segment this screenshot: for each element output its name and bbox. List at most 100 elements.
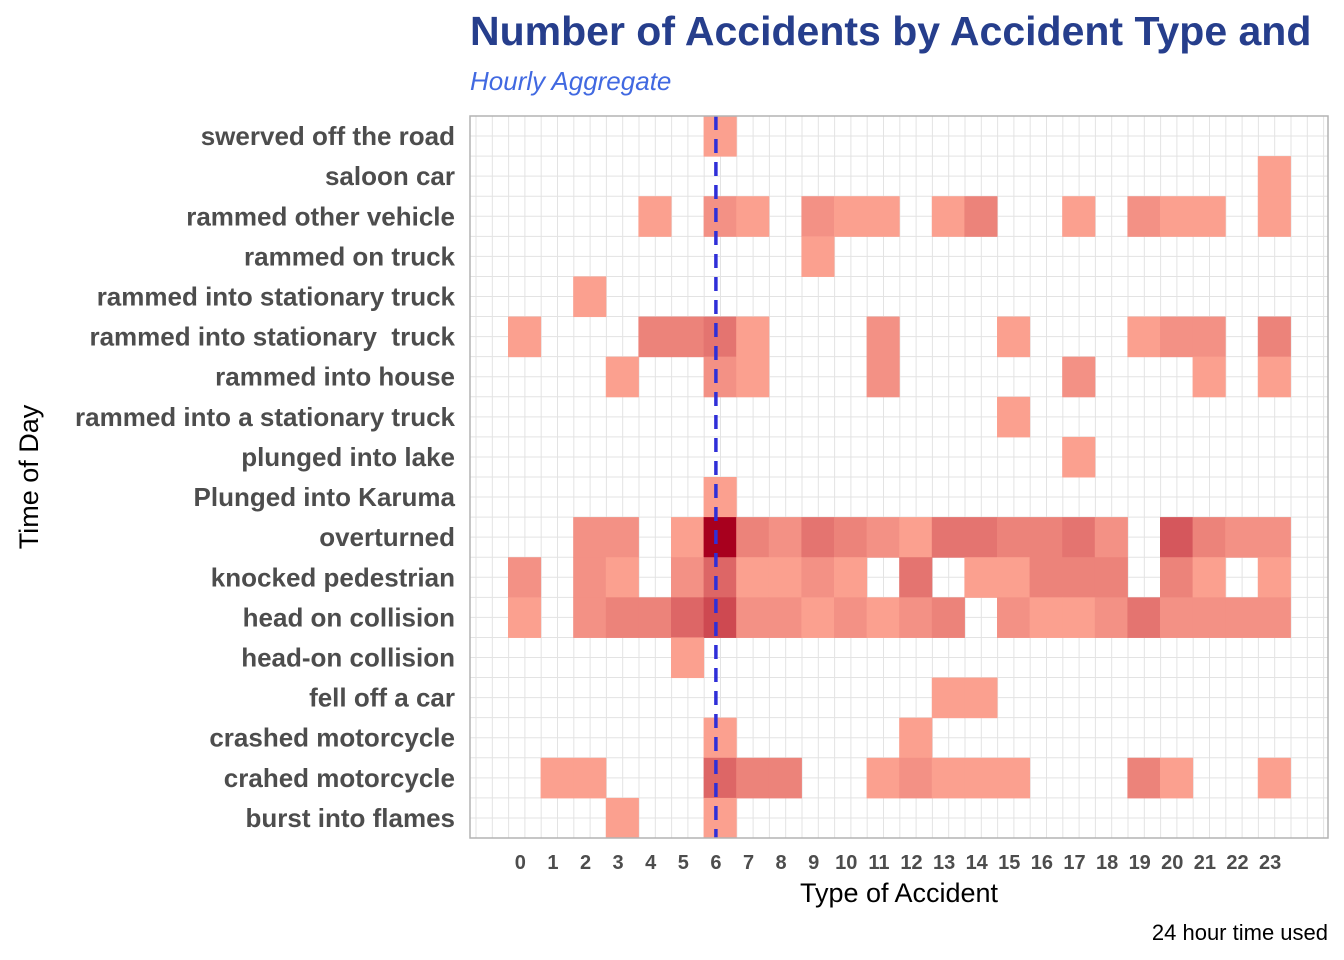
- x-tick-label: 11: [868, 852, 889, 874]
- chart-caption: 24 hour time used: [1151, 920, 1328, 945]
- heatmap-cell: [671, 637, 705, 679]
- heatmap-cell: [1160, 557, 1194, 598]
- heatmap-cell: [703, 717, 737, 759]
- x-tick-label: 9: [808, 852, 819, 874]
- x-tick-label: 14: [966, 852, 989, 874]
- x-axis-label: Type of Accident: [800, 878, 999, 908]
- heatmap-cell: [931, 196, 965, 237]
- heatmap-cell: [931, 757, 965, 799]
- x-tick-label: 0: [515, 852, 526, 874]
- heatmap-cell: [671, 316, 705, 358]
- heatmap-cell: [997, 316, 1031, 358]
- heatmap-cell: [931, 597, 965, 638]
- heatmap-cell: [638, 196, 672, 237]
- heatmap-cell: [964, 757, 998, 799]
- heatmap-cell: [1257, 557, 1291, 598]
- heatmap-cell: [1192, 356, 1226, 398]
- heatmap-cell: [931, 677, 965, 719]
- heatmap-cell: [899, 557, 933, 598]
- x-tick-label: 8: [776, 852, 787, 874]
- x-tick-label: 13: [933, 852, 955, 874]
- heatmap-cell: [703, 797, 737, 839]
- heatmap-cell: [703, 597, 737, 638]
- heatmap-cell: [736, 597, 770, 638]
- heatmap-cell: [834, 557, 868, 598]
- heatmap-cell: [1094, 517, 1128, 558]
- panel-border: [469, 115, 1329, 839]
- y-tick-label: overturned: [319, 522, 455, 552]
- heatmap-cell: [736, 557, 770, 598]
- heatmap-cell: [997, 517, 1031, 558]
- heatmap-cell: [801, 597, 835, 638]
- heatmap-cell: [1029, 517, 1063, 558]
- x-tick-label: 4: [645, 852, 657, 874]
- y-axis-label: Time of Day: [14, 404, 44, 549]
- heatmap-cell: [573, 276, 607, 318]
- x-tick-label: 19: [1129, 852, 1151, 874]
- heatmap-cell: [1192, 557, 1226, 598]
- heatmap-cell: [866, 597, 900, 638]
- heatmap-cell: [964, 557, 998, 598]
- heatmap-cell: [1127, 597, 1161, 638]
- y-tick-label: rammed into a stationary truck: [75, 402, 456, 432]
- heatmap-cell: [834, 196, 868, 237]
- x-tick-label: 21: [1194, 852, 1216, 874]
- heatmap-cell: [573, 757, 607, 799]
- heatmap-cell: [703, 517, 737, 558]
- heatmap-cell: [866, 757, 900, 799]
- y-tick-label: Plunged into Karuma: [194, 482, 456, 512]
- heatmap-cell: [801, 517, 835, 558]
- heatmap-cell: [736, 356, 770, 398]
- x-tick-label: 22: [1226, 852, 1248, 874]
- heatmap-cell: [736, 196, 770, 237]
- heatmap-cell: [703, 116, 737, 157]
- heatmap-cell: [1160, 597, 1194, 638]
- heatmap-cell: [1127, 316, 1161, 358]
- heatmap-cell: [964, 196, 998, 237]
- heatmap-cell: [638, 316, 672, 358]
- y-tick-label: swerved off the road: [201, 121, 455, 151]
- heatmap-cell: [671, 517, 705, 558]
- x-tick-label: 2: [580, 852, 591, 874]
- heatmap-cell: [1062, 436, 1096, 478]
- heatmap-cell: [768, 517, 802, 558]
- y-tick-label: rammed other vehicle: [186, 201, 455, 231]
- x-tick-label: 18: [1096, 852, 1118, 874]
- heatmap-cell: [703, 757, 737, 799]
- heatmap-cell: [1029, 557, 1063, 598]
- heatmap-cell: [1257, 757, 1291, 799]
- heatmap-cell: [801, 236, 835, 277]
- heatmap-cell: [736, 757, 770, 799]
- heatmap-cell: [1127, 196, 1161, 237]
- x-tick-label: 1: [547, 852, 558, 874]
- heatmap-cell: [605, 356, 639, 398]
- y-tick-label: head-on collision: [241, 643, 455, 673]
- heatmap-cell: [1062, 196, 1096, 237]
- heatmap-cell: [1192, 196, 1226, 237]
- y-tick-label: saloon car: [325, 161, 455, 191]
- heatmap-cell: [508, 557, 542, 598]
- heatmap-cell: [768, 597, 802, 638]
- y-tick-labels: swerved off the road saloon car rammed oth…: [75, 121, 456, 833]
- heatmap-cell: [931, 517, 965, 558]
- x-tick-label: 20: [1161, 852, 1183, 874]
- heatmap-cell: [1257, 196, 1291, 237]
- x-tick-label: 15: [998, 852, 1020, 874]
- heatmap-cell: [605, 557, 639, 598]
- x-tick-label: 7: [743, 852, 754, 874]
- heatmap-cell: [997, 396, 1031, 438]
- heatmap-cell: [834, 597, 868, 638]
- heatmap-cell: [1160, 196, 1194, 237]
- heatmap-cell: [1094, 597, 1128, 638]
- heatmap-cell: [540, 757, 574, 799]
- heatmap-cell: [1225, 517, 1259, 558]
- chart-title: Number of Accidents by Accident Type and: [470, 8, 1312, 54]
- y-tick-label: crahed motorcycle: [224, 763, 455, 793]
- heatmap-cell: [997, 557, 1031, 598]
- heatmap-cell: [1225, 597, 1259, 638]
- y-tick-label: fell off a car: [309, 683, 455, 713]
- heatmap-cell: [964, 677, 998, 719]
- heatmap-cell: [638, 597, 672, 638]
- heatmap-cell: [1192, 597, 1226, 638]
